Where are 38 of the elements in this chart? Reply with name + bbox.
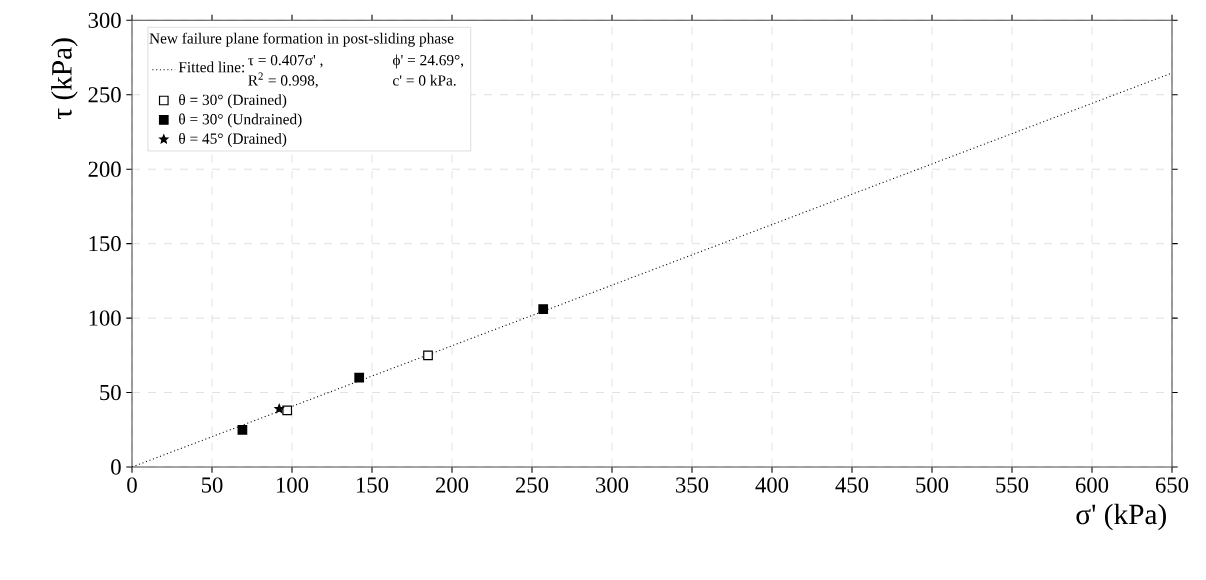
legend-title: New failure plane formation in post-sliding phase (149, 32, 454, 47)
legend-label: θ = 45° (Drained) (179, 132, 287, 147)
annotation: τ = 0.407σ' , (248, 54, 323, 68)
x-tick-label: 350 (676, 477, 709, 493)
x-tick-label: 0 (127, 477, 137, 493)
point (423, 350, 433, 361)
x-tick-label: 450 (835, 477, 869, 493)
y-tick-label: 100 (89, 310, 121, 326)
legend-label: θ = 30° (Drained) (179, 94, 287, 109)
x-tick-label: 650 (1155, 477, 1189, 493)
y-tick-label: 250 (88, 87, 121, 103)
point (538, 304, 549, 315)
x-tick-label: 100 (276, 477, 309, 493)
x-tick-label: 600 (1075, 477, 1109, 493)
legend-label: θ = 30° (Undrained) (179, 113, 302, 128)
x-tick-label: 550 (996, 477, 1029, 493)
annotation: ϕ' = 24.69°, (392, 54, 464, 69)
annotation: c' = 0 kPa. (393, 74, 456, 86)
legend-label: Fitted line: (178, 61, 244, 73)
annotation: R$^{2}$ = 0.998, (248, 72, 318, 88)
point (237, 424, 248, 435)
x-tick-label: 500 (916, 477, 949, 493)
point (274, 404, 284, 413)
x-tick-label: 200 (436, 477, 469, 493)
x-tick-label: 150 (356, 477, 389, 493)
point (282, 405, 293, 416)
x-axis-title: σ' (kPa) (1076, 503, 1166, 531)
y-axis-title: τ (kPa) (51, 38, 78, 120)
x-tick-label: 300 (596, 477, 629, 493)
y-tick-label: 0 (111, 459, 121, 475)
x-tick-label: 250 (516, 477, 549, 493)
y-tick-label: 50 (100, 384, 121, 401)
y-tick-label: 300 (88, 12, 121, 28)
y-tick-label: 200 (88, 161, 121, 177)
point (354, 372, 365, 383)
x-tick-label: 50 (201, 477, 223, 493)
x-tick-label: 400 (755, 477, 789, 493)
y-tick-label: 150 (89, 236, 121, 252)
